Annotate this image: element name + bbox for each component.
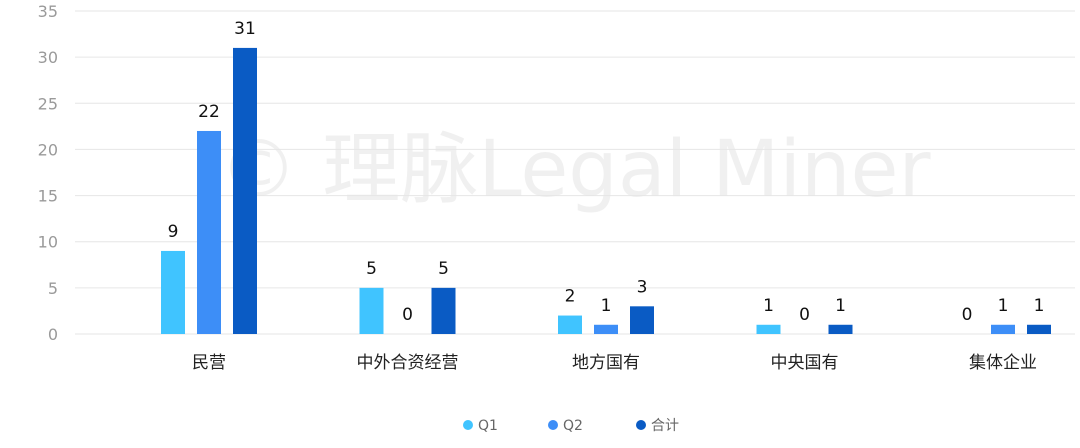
bar xyxy=(630,306,654,334)
legend-marker xyxy=(636,420,646,430)
bar xyxy=(431,287,456,334)
bar xyxy=(558,315,582,334)
data-label: 2 xyxy=(565,287,576,307)
legend-label[interactable]: Q1 xyxy=(478,418,498,434)
data-label: 1 xyxy=(835,296,846,316)
legend-marker xyxy=(548,420,558,430)
bar xyxy=(991,324,1015,334)
y-tick-label: 25 xyxy=(38,94,58,113)
x-tick-label: 中央国有 xyxy=(771,353,839,373)
data-label: 1 xyxy=(998,296,1009,316)
legend-marker xyxy=(463,420,473,430)
data-label: 1 xyxy=(601,296,612,316)
data-label: 9 xyxy=(168,222,179,242)
data-label: 1 xyxy=(763,296,774,316)
x-tick-label: 中外合资经营 xyxy=(357,353,459,373)
bar xyxy=(359,287,384,334)
x-tick-label: 地方国有 xyxy=(572,353,640,373)
data-label: 0 xyxy=(799,305,810,325)
bar xyxy=(197,130,221,334)
y-tick-label: 20 xyxy=(38,140,58,159)
data-label: 0 xyxy=(402,305,413,325)
bar xyxy=(233,47,257,335)
data-label: 22 xyxy=(198,102,220,122)
y-tick-label: 15 xyxy=(38,187,58,206)
y-axis: 0 5 10 15 20 25 30 35 xyxy=(38,2,58,344)
data-label: 0 xyxy=(962,305,973,325)
x-axis: 民营 中外合资经营 地方国有 中央国有 集体企业 xyxy=(192,353,1037,373)
bar xyxy=(1027,324,1051,334)
data-label: 5 xyxy=(438,259,449,279)
y-tick-label: 5 xyxy=(48,279,58,298)
legend-label[interactable]: 合计 xyxy=(651,418,679,434)
data-label: 3 xyxy=(637,277,648,297)
bar xyxy=(161,250,185,334)
x-tick-label: 民营 xyxy=(192,353,226,373)
data-label: 1 xyxy=(1034,296,1045,316)
bar xyxy=(828,324,853,334)
y-tick-label: 30 xyxy=(38,48,58,67)
bar xyxy=(756,324,781,334)
y-tick-label: 0 xyxy=(48,325,58,344)
legend-label[interactable]: Q2 xyxy=(563,418,583,434)
y-tick-label: 35 xyxy=(38,2,58,21)
y-tick-label: 10 xyxy=(38,233,58,252)
bar xyxy=(594,324,618,334)
legend[interactable]: Q1 Q2 合计 xyxy=(463,418,679,434)
watermark: © 理脉Legal Miner xyxy=(219,125,931,215)
x-tick-label: 集体企业 xyxy=(969,353,1037,373)
data-label: 5 xyxy=(366,259,377,279)
data-label: 31 xyxy=(234,19,256,39)
